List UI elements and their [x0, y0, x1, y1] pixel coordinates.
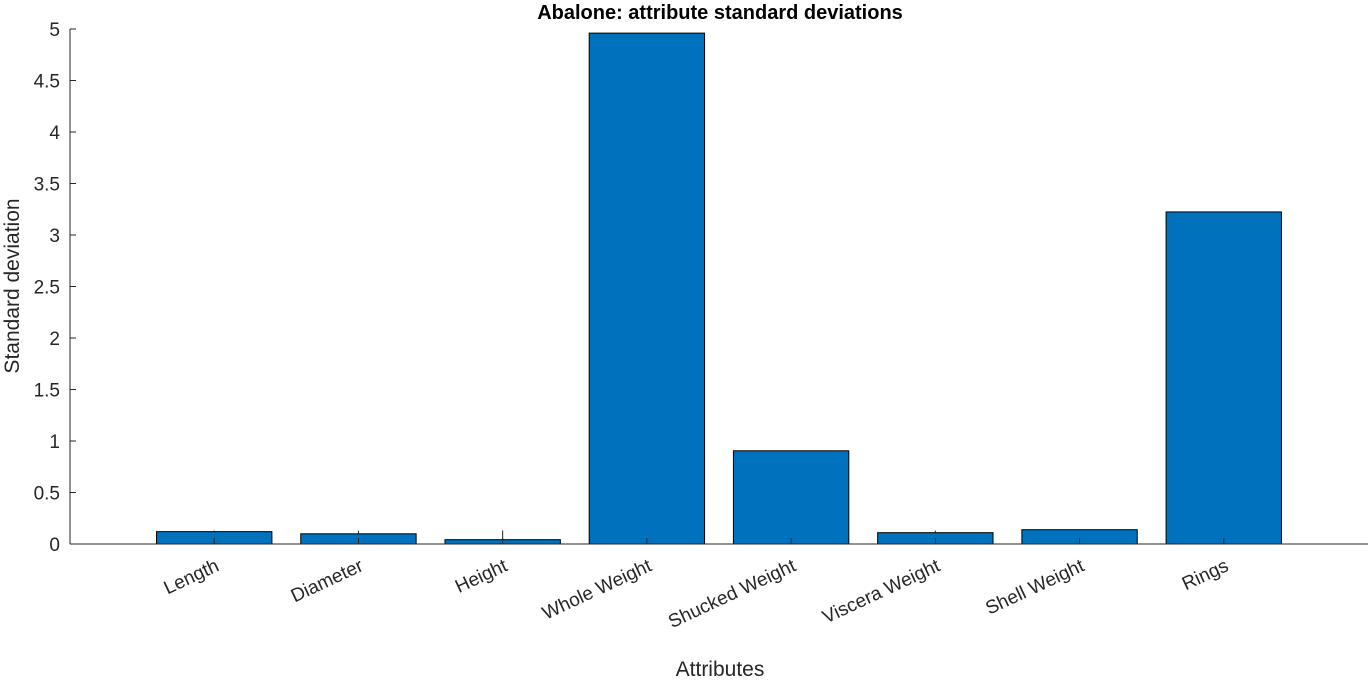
- x-ticks-group: Length Diameter Height Whole Weight Shucked …: [161, 538, 1232, 633]
- y-tick-label: 2.5: [34, 278, 60, 299]
- x-tick-label: Viscera Weight: [819, 555, 944, 628]
- x-tick-label: Length: [161, 555, 223, 599]
- y-tick-label: 1.5: [34, 381, 60, 402]
- chart-title: Abalone: attribute standard deviations: [537, 2, 903, 24]
- x-tick-label: Shell Weight: [982, 555, 1088, 619]
- bar-rings: [1165, 211, 1282, 545]
- bar-whole-weight: [588, 32, 706, 545]
- y-tick-label: 2: [49, 329, 60, 350]
- bar-shucked-weight: [732, 450, 850, 545]
- y-tick-label: 3: [49, 226, 60, 247]
- bars-group: [156, 32, 1282, 545]
- y-tick-label: 3.5: [34, 175, 60, 196]
- x-tick-label: Whole Weight: [539, 555, 655, 624]
- y-tick-label: 0.5: [34, 484, 60, 505]
- x-tick-label: Rings: [1179, 555, 1232, 595]
- y-ticks-group: 0 0.5 1 1.5 2 2.5 3 3.5 4 4.5 5: [34, 20, 76, 556]
- y-tick-label: 1: [49, 432, 60, 453]
- y-tick-label: 5: [49, 20, 60, 41]
- y-tick-label: 4.5: [34, 72, 60, 93]
- x-tick-label: Diameter: [288, 555, 367, 607]
- x-tick-label: Height: [452, 555, 511, 598]
- y-axis-label: Standard deviation: [1, 198, 24, 373]
- y-tick-label: 0: [49, 535, 60, 556]
- x-tick-label: Shucked Weight: [665, 555, 800, 633]
- y-tick-label: 4: [49, 123, 60, 144]
- x-axis-label: Attributes: [676, 658, 765, 680]
